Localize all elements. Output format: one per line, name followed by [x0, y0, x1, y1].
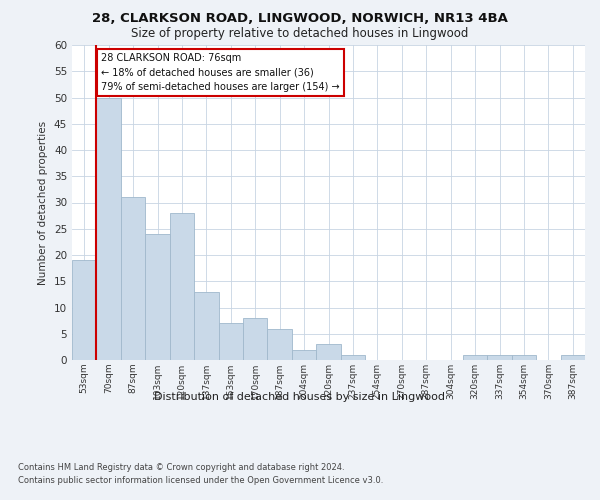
- Text: Contains public sector information licensed under the Open Government Licence v3: Contains public sector information licen…: [18, 476, 383, 485]
- Bar: [341, 355, 365, 360]
- Bar: [72, 260, 97, 360]
- Text: Distribution of detached houses by size in Lingwood: Distribution of detached houses by size …: [155, 392, 445, 402]
- Bar: [243, 318, 268, 360]
- Bar: [512, 355, 536, 360]
- Bar: [487, 355, 512, 360]
- Text: Contains HM Land Registry data © Crown copyright and database right 2024.: Contains HM Land Registry data © Crown c…: [18, 462, 344, 471]
- Bar: [97, 98, 121, 360]
- Bar: [218, 324, 243, 360]
- Y-axis label: Number of detached properties: Number of detached properties: [38, 120, 49, 284]
- Bar: [560, 355, 585, 360]
- Bar: [170, 213, 194, 360]
- Text: 28, CLARKSON ROAD, LINGWOOD, NORWICH, NR13 4BA: 28, CLARKSON ROAD, LINGWOOD, NORWICH, NR…: [92, 12, 508, 26]
- Bar: [268, 328, 292, 360]
- Bar: [121, 197, 145, 360]
- Bar: [463, 355, 487, 360]
- Bar: [145, 234, 170, 360]
- Text: Size of property relative to detached houses in Lingwood: Size of property relative to detached ho…: [131, 28, 469, 40]
- Bar: [292, 350, 316, 360]
- Bar: [194, 292, 218, 360]
- Text: 28 CLARKSON ROAD: 76sqm
← 18% of detached houses are smaller (36)
79% of semi-de: 28 CLARKSON ROAD: 76sqm ← 18% of detache…: [101, 53, 340, 92]
- Bar: [316, 344, 341, 360]
